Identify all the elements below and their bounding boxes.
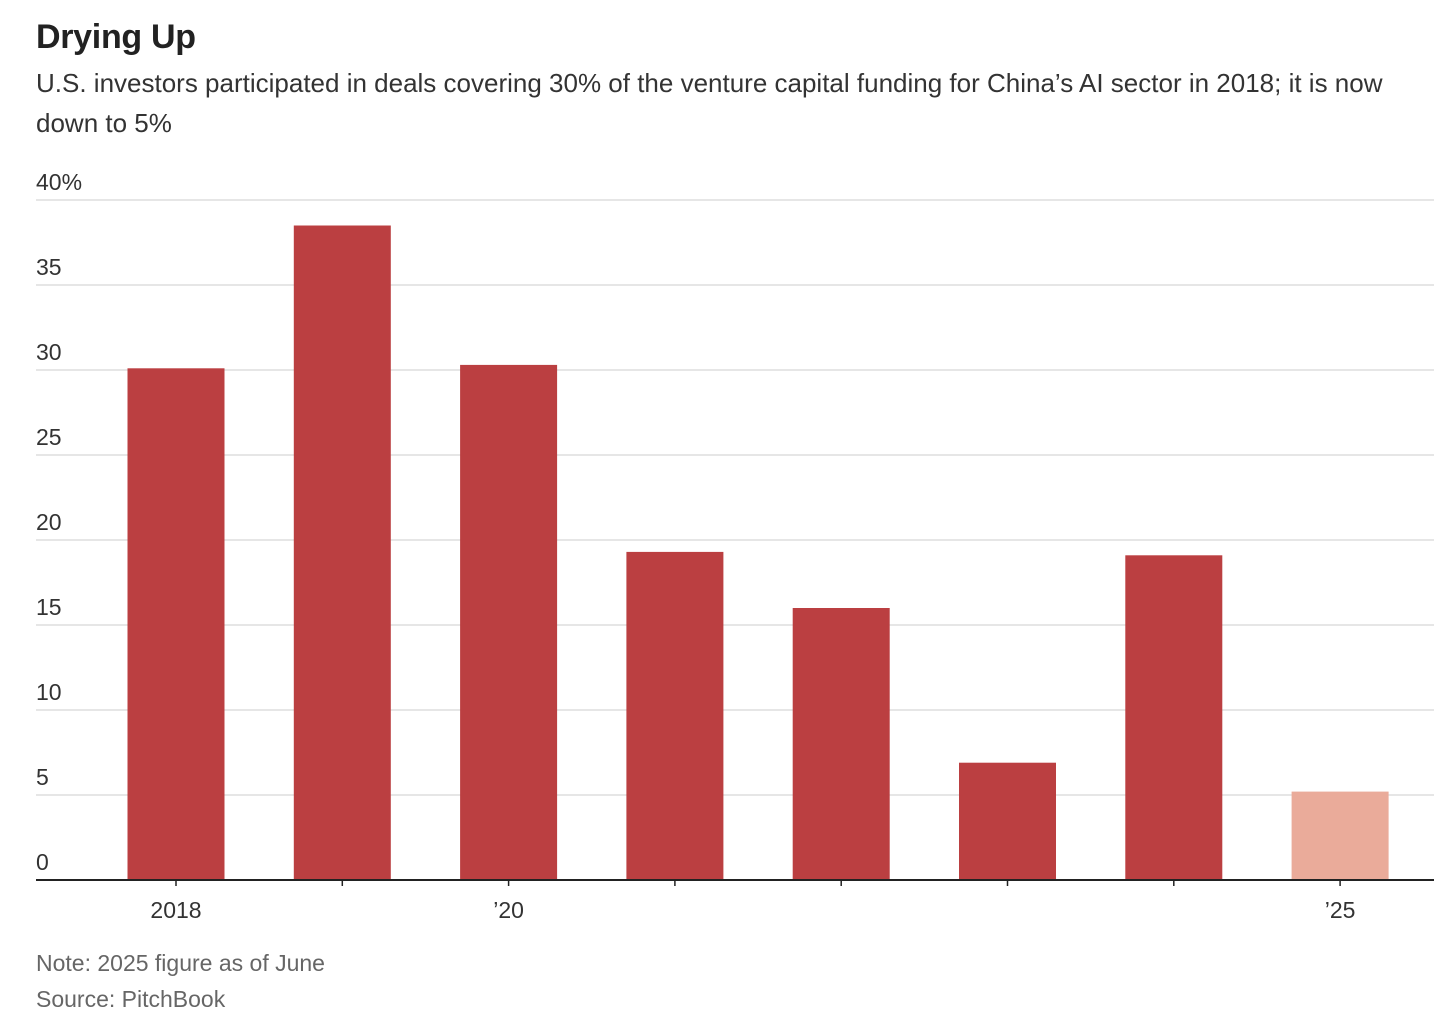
bar-2018: [127, 368, 225, 880]
y-tick-label: 40%: [36, 169, 82, 195]
y-axis-labels: 0 5 10 15 20 25 30 35 40%: [36, 169, 82, 875]
bar-2020: [460, 364, 558, 880]
y-tick-label: 25: [36, 424, 62, 450]
y-tick-label: 0: [36, 849, 49, 875]
bar-chart: 0 5 10 15 20 25 30 35 40% 2018 ’20 ’25: [36, 169, 1434, 920]
bar-2023: [959, 762, 1056, 880]
y-tick-label: 5: [36, 764, 49, 790]
x-tick-label: 2018: [150, 897, 201, 920]
bar-2021: [626, 551, 724, 880]
chart-note: Note: 2025 figure as of June: [36, 950, 325, 976]
chart-title: Drying Up: [36, 18, 196, 56]
gridlines: [36, 199, 1434, 796]
bars: [127, 225, 1389, 880]
y-tick-label: 30: [36, 339, 62, 365]
bar-2022: [792, 608, 890, 880]
y-tick-label: 35: [36, 254, 62, 280]
x-tick-label: ’20: [493, 897, 524, 920]
bar-2024: [1125, 555, 1223, 880]
chart-subtitle: U.S. investors participated in deals cov…: [36, 68, 1383, 138]
y-tick-label: 10: [36, 679, 62, 705]
y-tick-label: 15: [36, 594, 62, 620]
chart-source: Source: PitchBook: [36, 986, 226, 1012]
bar-2019: [293, 225, 391, 880]
x-tick-label: ’25: [1325, 897, 1356, 920]
bar-2025: [1291, 791, 1389, 880]
y-tick-label: 20: [36, 509, 62, 535]
x-axis: [36, 879, 1434, 886]
x-axis-labels: 2018 ’20 ’25: [150, 897, 1355, 920]
